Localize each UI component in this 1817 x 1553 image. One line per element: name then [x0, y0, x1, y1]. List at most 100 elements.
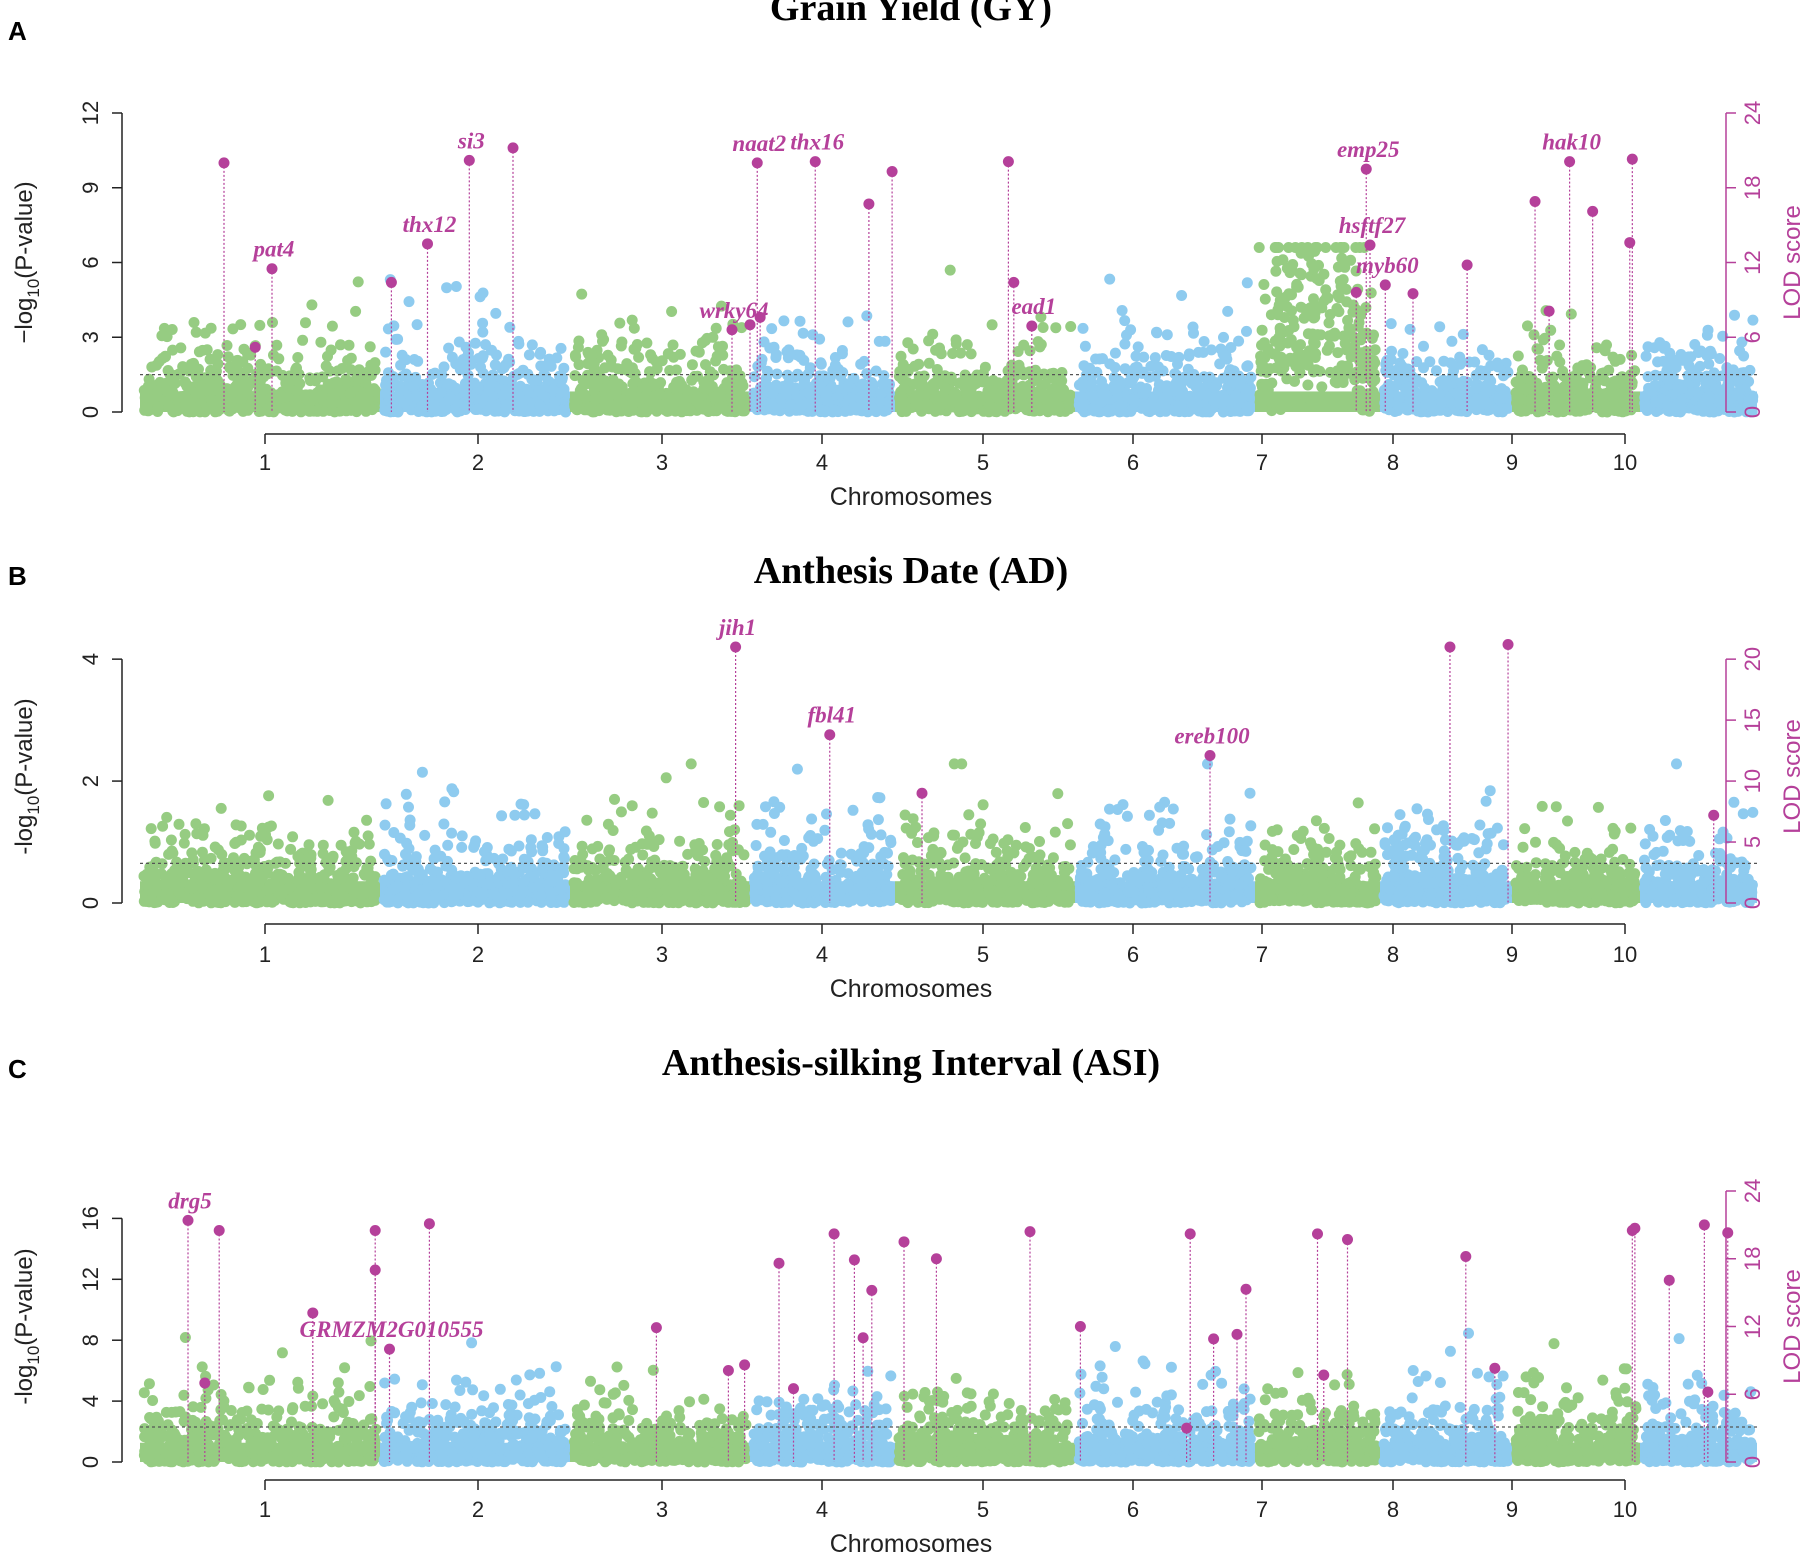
snp-point: [680, 384, 692, 396]
snp-point: [818, 370, 829, 382]
snp-point: [1161, 329, 1173, 341]
snp-point: [1558, 391, 1570, 403]
snp-point: [251, 897, 263, 909]
snp-point: [607, 825, 619, 836]
snp-point: [355, 390, 367, 402]
snp-point: [654, 388, 665, 400]
snp-point: [140, 402, 152, 414]
snp-point: [1429, 403, 1441, 415]
snp-point: [944, 264, 956, 276]
y-axis-label-sub: 10: [24, 279, 43, 298]
snp-point: [481, 842, 493, 853]
snp-point: [614, 317, 626, 329]
snp-point: [692, 370, 703, 382]
snp-point: [615, 806, 627, 818]
snp-point: [1277, 254, 1289, 266]
snp-point: [209, 895, 221, 907]
snp-point: [995, 402, 1007, 414]
snp-point: [829, 359, 841, 371]
snp-point: [1310, 364, 1322, 376]
snp-point: [754, 382, 766, 394]
snp-point: [439, 796, 451, 808]
gene-label: naat2: [732, 131, 786, 156]
snp-point: [477, 367, 489, 379]
snp-point: [1528, 329, 1540, 341]
snp-point: [756, 353, 768, 365]
snp-point: [379, 819, 391, 831]
y-tick-label: 3: [78, 331, 103, 343]
y-axis-label-post: (P-value): [11, 181, 38, 278]
snp-point: [1233, 335, 1245, 347]
snp-point: [710, 322, 722, 334]
snp-point: [992, 392, 1004, 404]
snp-point: [802, 398, 814, 409]
snp-point: [346, 896, 358, 908]
snp-point: [209, 403, 221, 415]
snp-point: [855, 358, 867, 370]
x-tick-label: 2: [472, 450, 484, 475]
snp-point: [641, 838, 653, 850]
snp-point: [1063, 399, 1075, 411]
snp-point: [1065, 321, 1077, 332]
x-tick-label: 4: [816, 450, 828, 475]
snp-point: [534, 400, 546, 412]
snp-point: [326, 320, 338, 332]
snp-point: [815, 358, 827, 370]
snp-point: [1149, 370, 1161, 382]
qtl-point: [266, 263, 278, 275]
snp-point: [1129, 362, 1141, 374]
snp-point: [950, 334, 962, 346]
snp-point: [1385, 318, 1397, 330]
snp-point: [1273, 242, 1284, 253]
snp-point: [1685, 351, 1697, 363]
snp-point: [573, 335, 585, 347]
snp-point: [1408, 387, 1420, 399]
snp-point: [1313, 259, 1324, 271]
qtl-point: [809, 156, 821, 168]
snp-point: [181, 893, 193, 905]
snp-point: [1211, 379, 1223, 391]
snp-point: [637, 393, 649, 405]
y2-tick-label: 6: [1740, 331, 1765, 343]
snp-point: [1626, 376, 1638, 388]
snp-point: [244, 829, 255, 841]
snp-point: [284, 882, 295, 893]
qtl-point: [385, 276, 397, 288]
snp-point: [638, 881, 650, 892]
snp-point: [626, 800, 638, 812]
snp-point: [616, 336, 628, 348]
snp-point: [1608, 389, 1620, 401]
snp-point: [537, 841, 549, 853]
snp-point: [1701, 329, 1713, 341]
qtl-point: [463, 154, 475, 166]
x-tick-label: 1: [259, 450, 271, 475]
snp-point: [1274, 322, 1286, 334]
snp-point: [877, 378, 888, 390]
snp-point: [407, 381, 419, 393]
snp-point: [582, 346, 594, 358]
snp-point: [322, 350, 333, 362]
snp-point: [146, 893, 157, 905]
snp-point: [609, 793, 620, 805]
snp-point: [729, 824, 741, 836]
snp-point: [1077, 399, 1089, 411]
qtl-point: [1624, 237, 1636, 249]
snp-point: [411, 319, 423, 331]
snp-point: [976, 375, 988, 387]
snp-point: [344, 387, 356, 399]
snp-point: [1034, 340, 1046, 352]
snp-point: [433, 892, 445, 904]
snp-point: [190, 402, 202, 414]
qtl-point: [1407, 288, 1419, 300]
snp-point: [1446, 335, 1458, 347]
snp-point: [180, 400, 192, 412]
snp-point: [235, 820, 247, 832]
snp-point: [201, 344, 213, 356]
snp-point: [263, 790, 275, 802]
snp-point: [1744, 394, 1756, 406]
snp-point: [597, 335, 608, 347]
qtl-point: [1626, 153, 1638, 165]
snp-point: [1525, 403, 1536, 415]
snp-point: [1195, 382, 1207, 393]
snp-point: [245, 399, 257, 411]
